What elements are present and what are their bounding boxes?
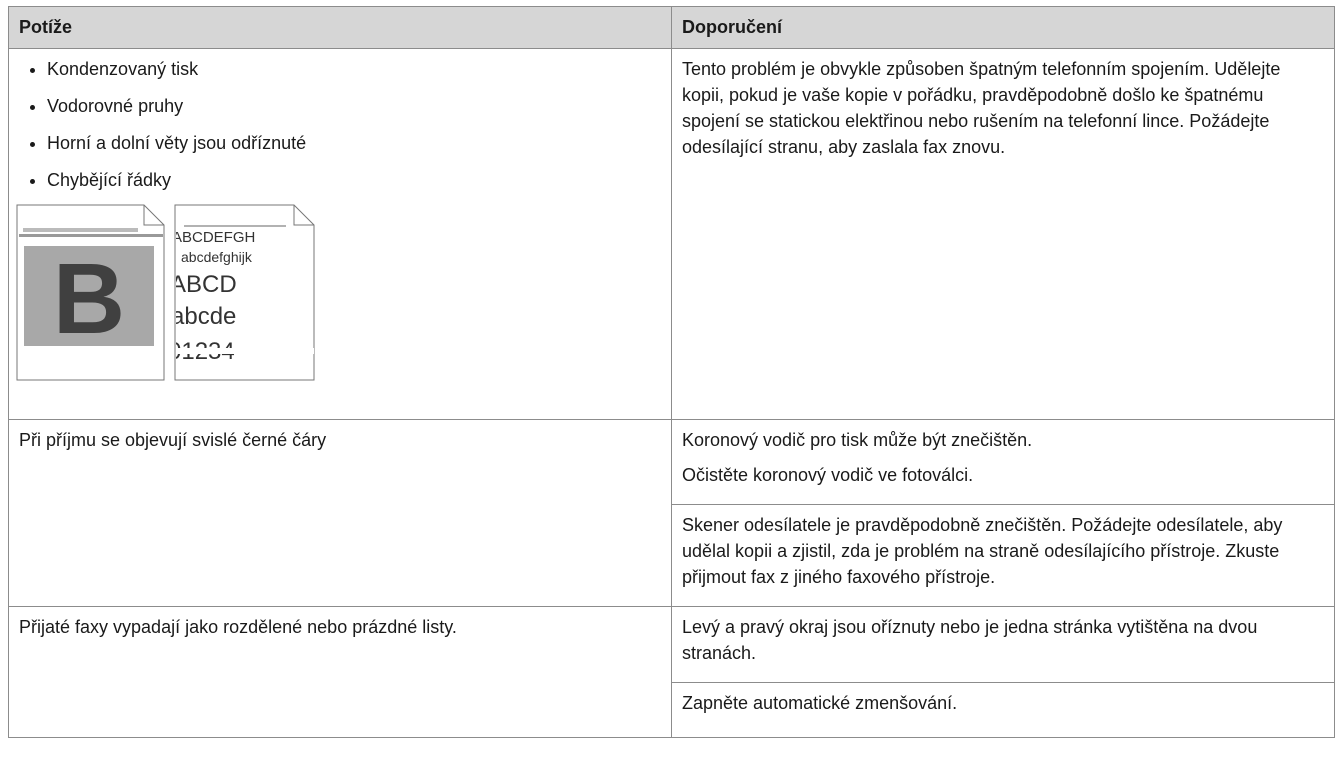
- cut-mask: [176, 348, 314, 354]
- solution-text: Levý a pravý okraj jsou oříznuty nebo je…: [682, 617, 1258, 663]
- solution-cell: Koronový vodič pro tisk může být znečišt…: [671, 419, 1335, 505]
- row: Kondenzovaný tisk Vodorovné pruhy Horní …: [8, 48, 1335, 420]
- solution-cell: Levý a pravý okraj jsou oříznuty nebo je…: [671, 606, 1335, 683]
- header-row: Potíže Doporučení: [8, 6, 1335, 49]
- problem-item: Horní a dolní věty jsou odříznuté: [47, 130, 661, 156]
- problem-cell: Přijaté faxy vypadají jako rozdělené neb…: [8, 606, 672, 738]
- problem-item: Chybějící řádky: [47, 167, 661, 193]
- illustration: B ABCDEFGH abcdefghijk ABCD abcde 01234: [16, 204, 315, 381]
- row: Při příjmu se objevují svislé černé čáry…: [8, 419, 1335, 607]
- solution-text: Skener odesílatele je pravděpodobně zneč…: [682, 515, 1283, 587]
- header-cell: Doporučení: [671, 6, 1335, 49]
- troubleshooting-table: Potíže Doporučení Kondenzovaný tisk Vodo…: [8, 6, 1335, 738]
- row: Zapněte automatické zmenšování.: [9, 682, 1335, 738]
- page-icon: [174, 204, 315, 381]
- illustration-text: ABCD: [170, 271, 237, 298]
- solution-text: Očistěte koronový vodič ve fotoválci.: [682, 465, 974, 485]
- problem-cell: Při příjmu se objevují svislé černé čáry: [8, 419, 672, 607]
- solution-text: Koronový vodič pro tisk může být znečišt…: [682, 430, 1033, 450]
- illustration-text: abcdefghijk: [181, 249, 253, 265]
- problem-item: Vodorovné pruhy: [47, 93, 661, 119]
- row: Přijaté faxy vypadají jako rozdělené neb…: [8, 606, 1335, 738]
- stripe: [23, 228, 138, 232]
- solution-cell: Tento problém je obvykle způsoben špatný…: [671, 48, 1335, 420]
- illustration-text: ABCDEFGH: [172, 229, 255, 246]
- header-cell: Potíže: [8, 6, 672, 49]
- problem-cell: Kondenzovaný tisk Vodorovné pruhy Horní …: [8, 48, 672, 420]
- row: Skener odesílatele je pravděpodobně zneč…: [9, 504, 1335, 607]
- problem-list: Kondenzovaný tisk Vodorovné pruhy Horní …: [19, 56, 661, 193]
- solution-text: Tento problém je obvykle způsoben špatný…: [682, 59, 1281, 157]
- stripe: [19, 234, 163, 237]
- illustration-letter: B: [53, 243, 125, 355]
- gray-box: [24, 246, 154, 346]
- problem-item: Kondenzovaný tisk: [47, 56, 661, 82]
- solution-cell: Zapněte automatické zmenšování.: [671, 682, 1335, 738]
- illustration-text: abcde: [171, 303, 236, 330]
- solution-cell: Skener odesílatele je pravděpodobně zneč…: [671, 504, 1335, 607]
- solution-text: Zapněte automatické zmenšování.: [682, 693, 958, 713]
